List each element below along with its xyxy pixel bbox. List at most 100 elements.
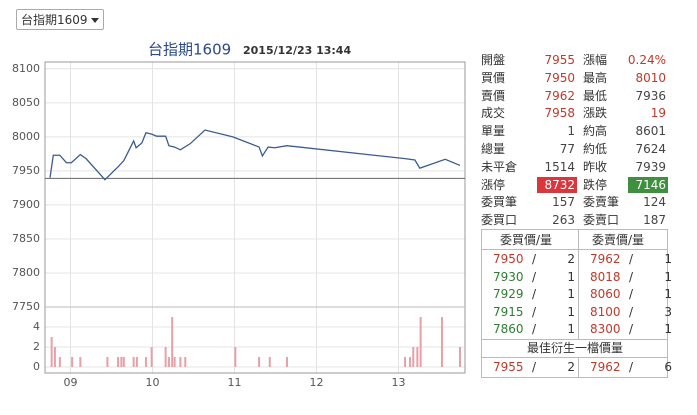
quote-label: 漲跌: [583, 106, 608, 121]
quote-label: 開盤: [481, 53, 506, 67]
y-tick-label: 7850: [12, 232, 40, 245]
book-price: 7962: [590, 360, 621, 374]
quote-label: 委買口: [481, 213, 518, 228]
x-tick-label: 10: [146, 376, 160, 389]
quote-label: 約低: [583, 142, 608, 156]
y-tick-label: 7800: [12, 266, 40, 279]
book-separator: /: [532, 322, 537, 336]
quote-label: 委買筆: [481, 195, 518, 210]
volume-bar: [122, 357, 125, 367]
plot-frame: [44, 61, 466, 374]
book-price: 7955: [493, 360, 524, 374]
volume-bar: [79, 357, 82, 367]
book-price: 8300: [590, 322, 621, 336]
volume-bar: [412, 347, 415, 367]
book-separator: /: [532, 287, 537, 301]
book-price: 7860: [493, 322, 524, 336]
volume-bar: [150, 347, 153, 367]
book-qty: 1: [664, 322, 672, 336]
selector-label: 台指期1609: [21, 13, 88, 27]
quote-label: 未平倉: [481, 159, 518, 174]
quote-value: 7962: [544, 88, 575, 103]
quote-label: 委賣筆: [583, 195, 620, 210]
book-divider: [578, 358, 579, 378]
volume-bar: [268, 357, 271, 367]
book-price: 8060: [590, 287, 621, 301]
volume-bar: [459, 347, 461, 367]
book-separator: /: [532, 252, 537, 266]
quote-label: 委賣口: [583, 213, 620, 228]
quote-value: 7950: [544, 70, 575, 85]
book-divider: [578, 229, 579, 339]
selector[interactable]: 台指期1609: [16, 9, 104, 30]
book-separator: /: [629, 360, 634, 374]
y-tick-label: 0: [33, 360, 40, 373]
quote-value: 263: [552, 213, 575, 228]
book-separator: /: [532, 360, 537, 374]
book-qty: 6: [664, 360, 672, 374]
quote-value: 77: [559, 142, 575, 156]
quote-label: 約高: [583, 124, 608, 139]
quote-value: 8601: [635, 124, 666, 139]
quote-label: 跌停: [583, 177, 608, 192]
quote-label: 最高: [583, 70, 608, 85]
dropdown-arrow: [91, 18, 99, 23]
volume-bar: [440, 317, 443, 367]
volume-bar: [117, 357, 120, 367]
quote-value: 157: [552, 195, 575, 210]
x-tick-label: 11: [228, 376, 242, 389]
y-tick-label: 7900: [12, 198, 40, 211]
volume-bar: [50, 337, 53, 367]
y-tick-label: 8000: [12, 130, 40, 143]
quote-value: 124: [643, 195, 666, 210]
volume-bar: [285, 357, 288, 367]
quote-value: 1: [567, 124, 575, 139]
quote-label: 最低: [583, 88, 608, 103]
book-separator: /: [629, 322, 634, 336]
book-frame: [481, 229, 668, 378]
quote-value: 19: [650, 106, 666, 121]
volume-bar: [144, 357, 147, 367]
quote-label: 昨收: [583, 159, 608, 174]
volume-bar: [171, 317, 174, 367]
quote-value: 8732: [537, 176, 577, 193]
book-qty: 2: [567, 252, 575, 266]
chart-subtitle: 2015/12/23 13:44: [243, 44, 351, 57]
book-header: 委買價/量: [500, 233, 553, 247]
y-tick-label: 8050: [12, 96, 40, 109]
quote-value: 7958: [544, 106, 575, 121]
x-tick-label: 12: [310, 376, 324, 389]
volume-bar: [135, 357, 138, 367]
book-price: 7915: [493, 304, 524, 319]
book-divider: [481, 339, 668, 358]
volume-bar: [106, 357, 109, 367]
quote-label: 賣價: [481, 88, 506, 103]
book-separator: /: [532, 304, 537, 319]
quote-label: 買價: [481, 70, 506, 85]
quote-value: 7146: [628, 176, 668, 193]
volume-bar: [184, 357, 187, 367]
volume-bar: [408, 357, 411, 367]
book-qty: 1: [567, 287, 575, 301]
y-tick-label: 2: [33, 340, 40, 353]
x-tick-label: 13: [392, 376, 406, 389]
volume-bar: [179, 357, 182, 367]
volume-bar: [404, 357, 407, 367]
book-qty: 1: [567, 304, 575, 319]
y-tick-label: 7750: [12, 300, 40, 313]
quote-value: 7939: [635, 159, 666, 174]
quote-value: 7936: [635, 88, 666, 103]
chart-title: 台指期1609: [148, 41, 231, 59]
book-qty: 2: [567, 360, 575, 374]
quote-label: 漲幅: [583, 53, 608, 67]
book-price: 7930: [493, 269, 524, 284]
volume-bar: [234, 347, 237, 367]
volume-bar: [416, 347, 419, 367]
quote-value: 187: [643, 213, 666, 228]
book-qty: 1: [664, 252, 672, 266]
book-price: 8018: [590, 269, 621, 284]
quote-value: 7955: [544, 53, 575, 67]
volume-bar: [258, 357, 261, 367]
book-qty: 3: [664, 304, 672, 319]
